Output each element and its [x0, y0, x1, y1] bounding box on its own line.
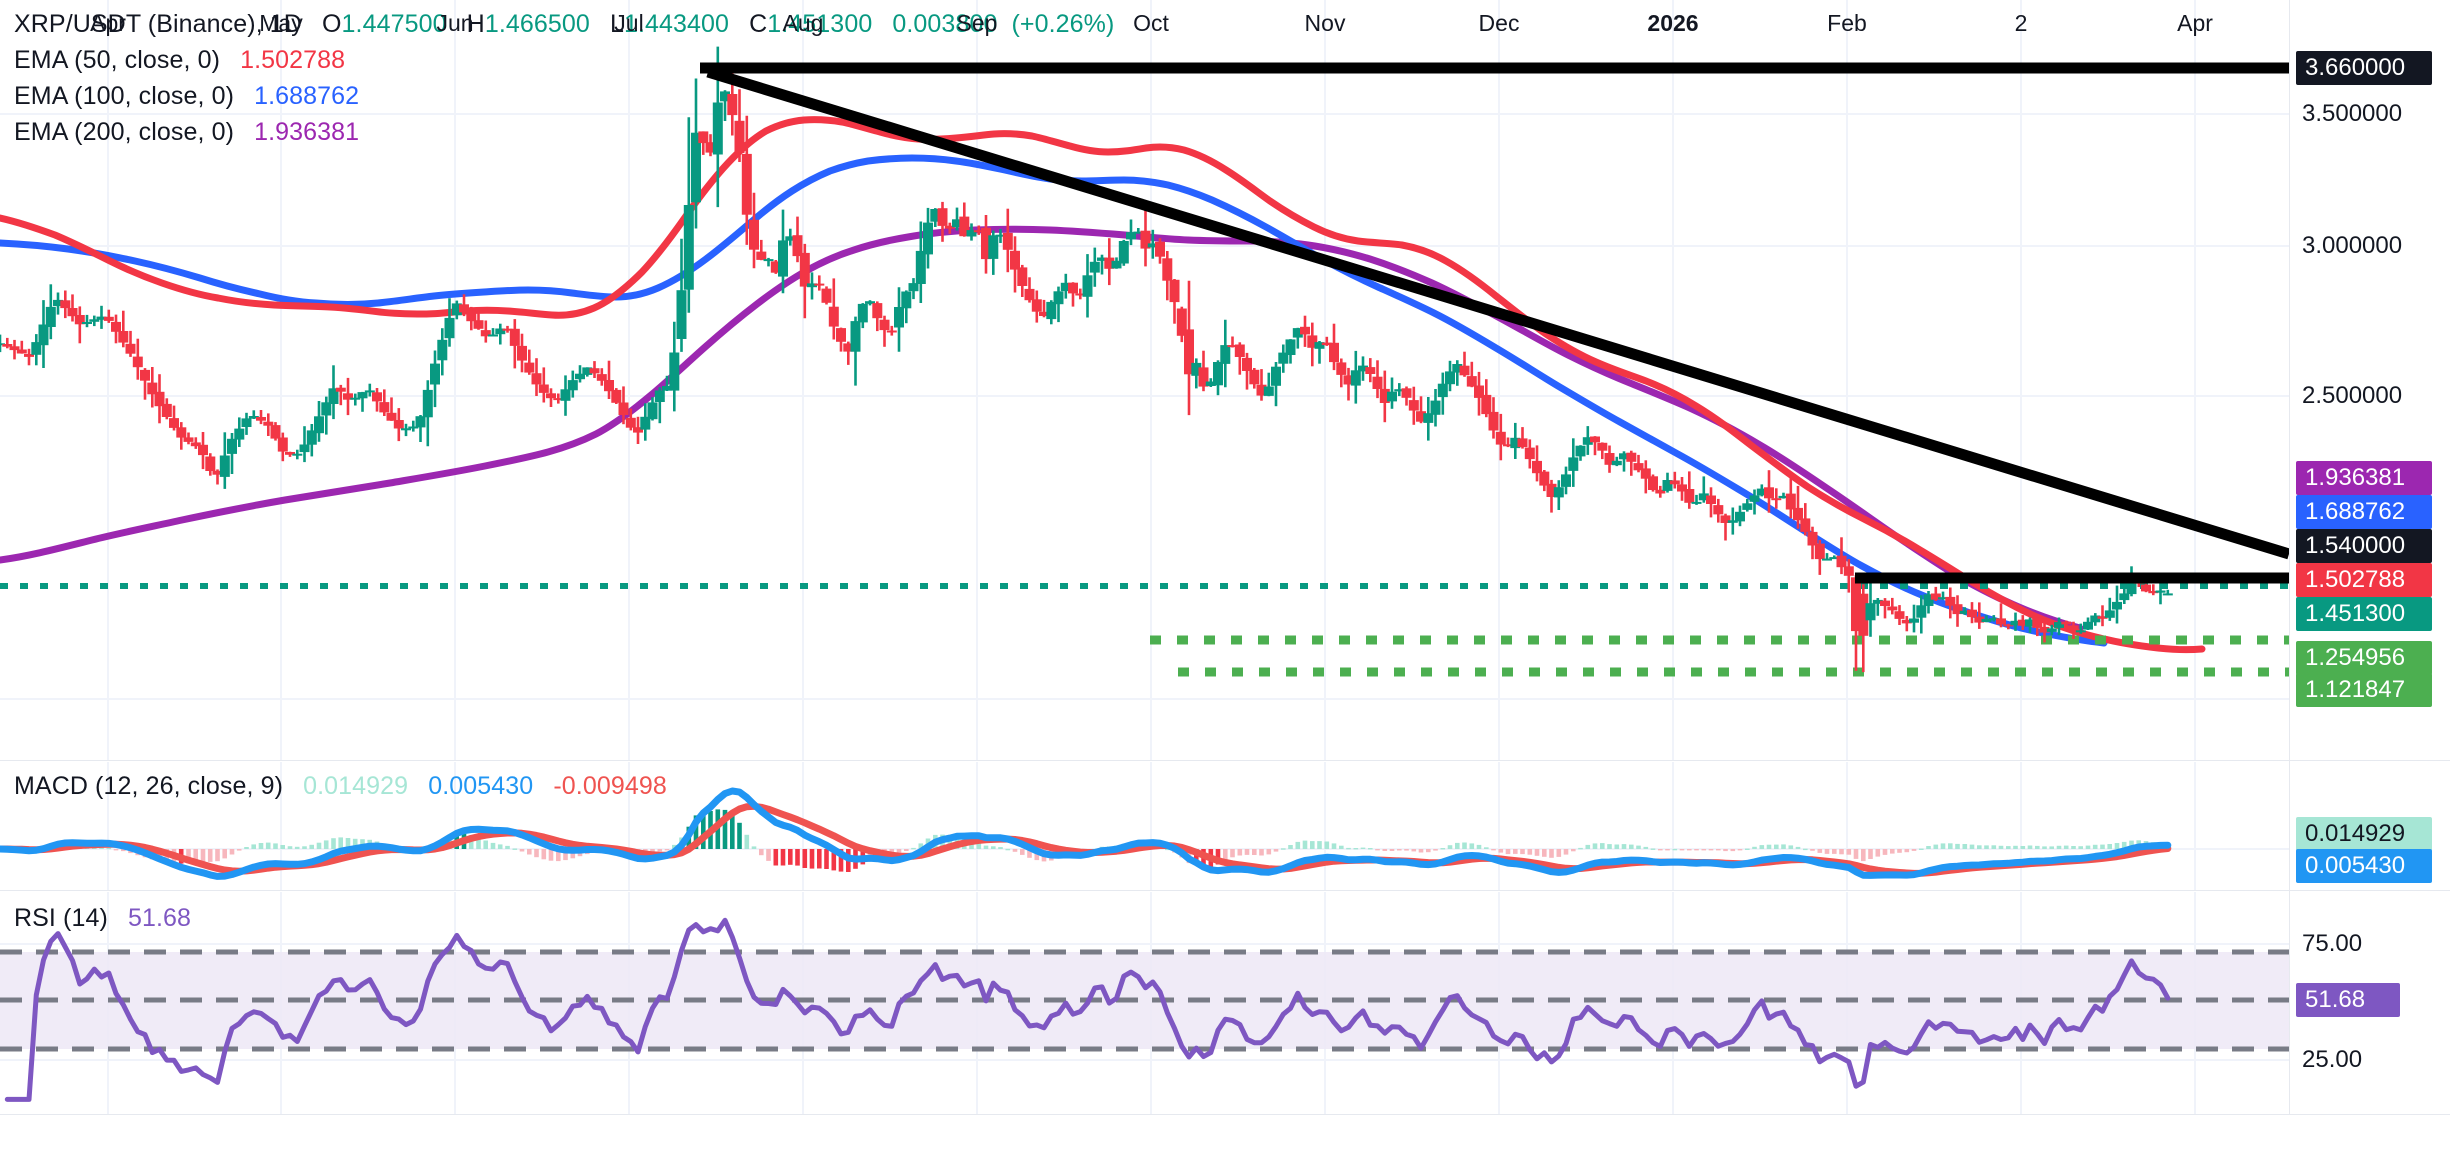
macd-hist-value: 0.014929 — [303, 772, 409, 800]
descending-trendline[interactable] — [706, 66, 2289, 560]
symbol-label: XRP/USDT (Binance), 1D — [14, 10, 302, 38]
ema50-label: EMA (50, close, 0) — [14, 46, 221, 74]
xtick-2026: 2026 — [1647, 10, 1699, 36]
legend-row-ohlc: XRP/USDT (Binance), 1D O1.447500 H1.4665… — [14, 6, 1114, 42]
macd-signal-value: -0.009498 — [553, 772, 667, 800]
ema100-label: EMA (100, close, 0) — [14, 82, 235, 110]
price-legend: XRP/USDT (Binance), 1D O1.447500 H1.4665… — [14, 6, 1114, 150]
rsi-line — [4, 917, 2171, 1102]
ytick-3-5: 3.500000 — [2302, 100, 2403, 127]
low-key: L — [609, 10, 624, 38]
xtick-apr-2: Apr — [2177, 10, 2213, 36]
price-tag-last-price[interactable]: 1.451300 — [2296, 597, 2432, 631]
macd-tag-hist[interactable]: 0.014929 — [2296, 817, 2432, 851]
xtick-jun: Jun — [436, 10, 474, 36]
rsi-panel[interactable]: RSI (14) 51.68 — [0, 892, 2450, 1114]
rsi-value: 51.68 — [127, 904, 191, 932]
price-tag-target-2[interactable]: 1.121847 — [2296, 673, 2432, 707]
macd-line — [0, 787, 2172, 880]
legend-row-rsi[interactable]: RSI (14) 51.68 — [14, 900, 191, 936]
xtick-sep: Sep — [956, 10, 998, 36]
ema200-label: EMA (200, close, 0) — [14, 118, 235, 146]
xtick-apr-1: Apr — [90, 10, 126, 36]
price-vgridlines — [107, 0, 2196, 760]
xtick-aug: Aug — [782, 10, 824, 36]
change-percent: (+0.26%) — [1011, 10, 1115, 38]
panel-separator-3 — [0, 1114, 2450, 1115]
price-tag-target-1[interactable]: 1.254956 — [2296, 641, 2432, 675]
high-value: 1.466500 — [484, 10, 590, 38]
ema200-line — [0, 225, 2084, 632]
close-value: 1.451300 — [767, 10, 873, 38]
xtick-jul: Jul — [614, 10, 644, 36]
ema50-line — [0, 116, 2206, 654]
high-key: H — [466, 10, 485, 38]
legend-row-ema100[interactable]: EMA (100, close, 0) 1.688762 — [14, 78, 1114, 114]
ema100-value: 1.688762 — [254, 82, 360, 110]
price-tag-resistance-high[interactable]: 3.660000 — [2296, 51, 2432, 85]
legend-row-ema50[interactable]: EMA (50, close, 0) 1.502788 — [14, 42, 1114, 78]
rsi-ytick-75: 75.00 — [2302, 930, 2363, 957]
xtick-dec: Dec — [1478, 10, 1520, 36]
price-tag-ema200[interactable]: 1.936381 — [2296, 461, 2432, 495]
xtick-feb: Feb — [1827, 10, 1867, 36]
price-tag-support-level[interactable]: 1.540000 — [2296, 529, 2432, 563]
rsi-tag-current[interactable]: 51.68 — [2296, 983, 2400, 1017]
ema50-value: 1.502788 — [240, 46, 346, 74]
open-value: 1.447500 — [341, 10, 447, 38]
rsi-label: RSI (14) — [14, 904, 108, 932]
xtick-nov: Nov — [1304, 10, 1346, 36]
rsi-legend: RSI (14) 51.68 — [14, 900, 191, 936]
xtick-may: May — [259, 10, 303, 36]
price-tag-ema50[interactable]: 1.502788 — [2296, 563, 2432, 597]
price-panel[interactable]: XRP/USDT (Binance), 1D O1.447500 H1.4665… — [0, 0, 2450, 760]
panel-separator-1 — [0, 760, 2450, 761]
legend-row-macd[interactable]: MACD (12, 26, close, 9) 0.014929 0.00543… — [14, 768, 667, 804]
macd-plot — [0, 762, 2289, 890]
macd-vgridlines — [107, 762, 2196, 890]
macd-tag-line[interactable]: 0.005430 — [2296, 849, 2432, 883]
close-key: C — [749, 10, 768, 38]
low-value: 1.443400 — [623, 10, 730, 38]
rsi-ytick-25: 25.00 — [2302, 1046, 2363, 1073]
price-tag-ema100[interactable]: 1.688762 — [2296, 495, 2432, 529]
legend-row-ema200[interactable]: EMA (200, close, 0) 1.936381 — [14, 114, 1114, 150]
rsi-plot — [0, 892, 2289, 1114]
price-plot — [0, 0, 2289, 760]
open-key: O — [322, 10, 342, 38]
xtick-2: 2 — [2014, 10, 2028, 36]
ema100-line — [0, 154, 2108, 647]
macd-line-value: 0.005430 — [428, 772, 534, 800]
macd-legend: MACD (12, 26, close, 9) 0.014929 0.00543… — [14, 768, 667, 804]
rsi-vgridlines — [107, 892, 2196, 1114]
ema200-value: 1.936381 — [254, 118, 360, 146]
xtick-oct: Oct — [1133, 10, 1169, 36]
macd-panel[interactable]: MACD (12, 26, close, 9) 0.014929 0.00543… — [0, 762, 2450, 890]
ytick-2-5: 2.500000 — [2302, 382, 2403, 409]
change-absolute: 0.003800 — [892, 10, 998, 38]
ytick-3-0: 3.000000 — [2302, 232, 2403, 259]
macd-label: MACD (12, 26, close, 9) — [14, 772, 284, 800]
panel-separator-2 — [0, 890, 2450, 891]
price-scale-divider — [2289, 0, 2290, 1114]
